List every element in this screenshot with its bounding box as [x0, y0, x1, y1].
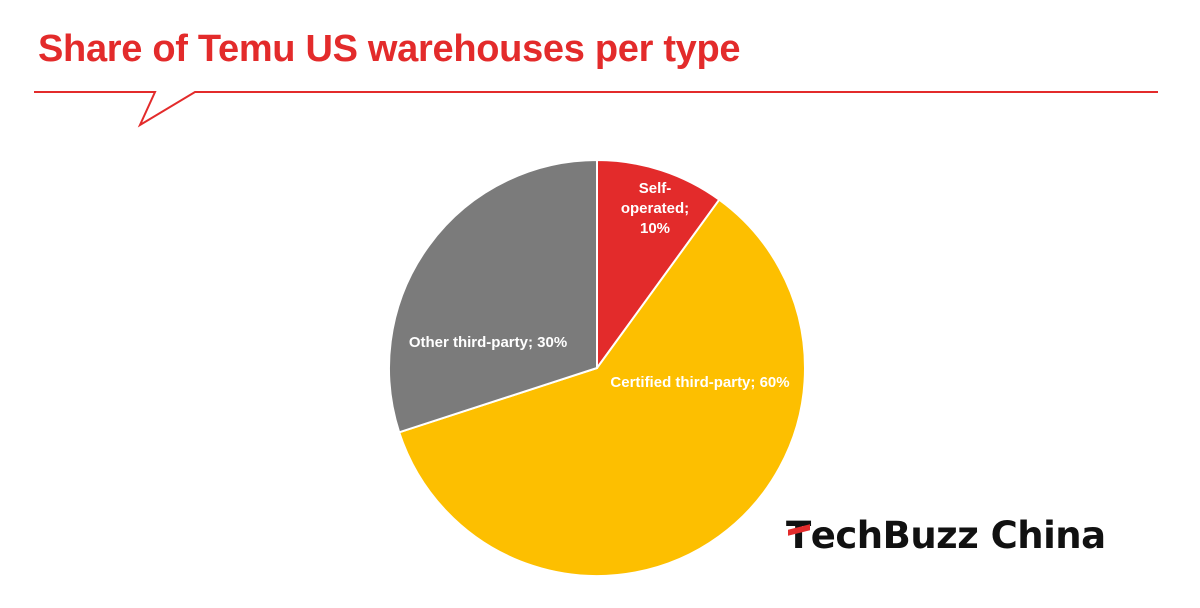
chart-title: Share of Temu US warehouses per type — [38, 28, 741, 70]
title-callout-line — [34, 91, 1158, 128]
pie-slice-other-third-party — [388, 158, 598, 434]
pie-slice-self-operated — [596, 158, 721, 372]
pie-label-certified-third-party: Certified third-party; 60% — [610, 374, 789, 391]
pie-label-self-operated: Self-operated; 10% — [621, 180, 689, 237]
pie-label-other-third-party: Other third-party; 30% — [409, 334, 567, 351]
pie-slice-certified-third-party — [397, 198, 806, 577]
